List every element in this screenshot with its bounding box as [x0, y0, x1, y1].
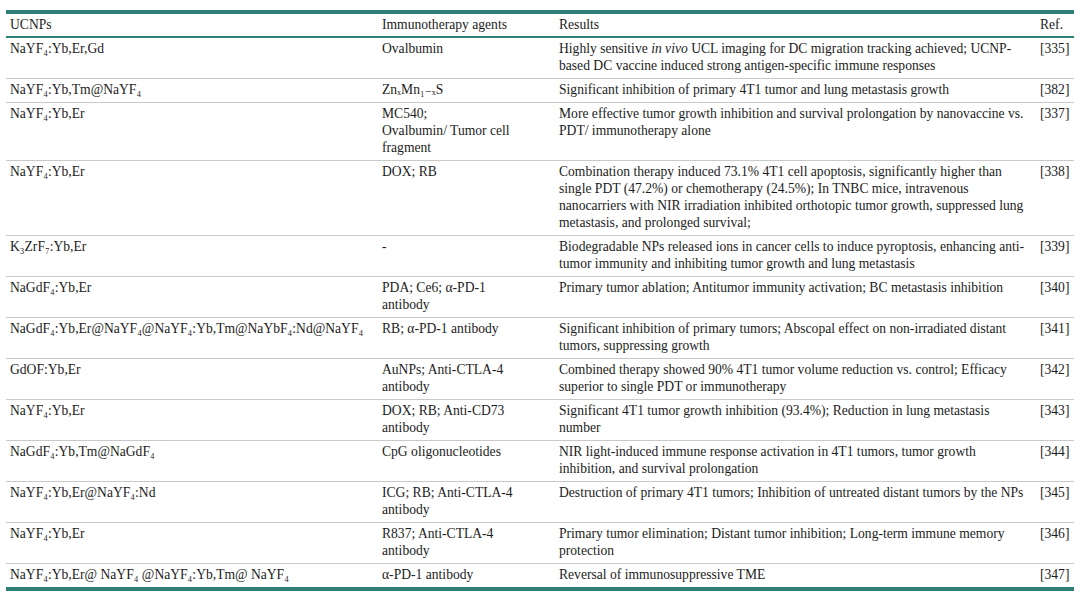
table-row: NaYF₄:Yb,Er R837; Anti-CTLA-4 antibody P…: [6, 523, 1074, 564]
ref-cell: [347]: [1038, 564, 1074, 590]
ref-cell: [344]: [1038, 441, 1074, 482]
results-cell: Primary tumor ablation; Antitumor immuni…: [555, 277, 1038, 318]
ucnp-cell: NaGdF₄:Yb,Er: [6, 277, 378, 318]
table-row: NaYF₄:Yb,Tm@NaYF₄ ZnₓMn₁₋ₓS Significant …: [6, 79, 1074, 103]
ucnp-cell: K₃ZrF₇:Yb,Er: [6, 236, 378, 277]
results-cell: Biodegradable NPs released ions in cance…: [555, 236, 1038, 277]
ref-cell: [335]: [1038, 37, 1074, 79]
agents-cell: ICG; RB; Anti-CTLA-4 antibody: [378, 482, 555, 523]
ucnp-cell: NaYF₄:Yb,Er: [6, 161, 378, 236]
agents-cell: RB; α-PD-1 antibody: [378, 318, 555, 359]
col-header-ref: Ref.: [1038, 12, 1074, 37]
table-row: K₃ZrF₇:Yb,Er - Biodegradable NPs release…: [6, 236, 1074, 277]
results-cell: NIR light-induced immune response activa…: [555, 441, 1038, 482]
results-cell: Combination therapy induced 73.1% 4T1 ce…: [555, 161, 1038, 236]
ucnp-cell: NaYF₄:Yb,Tm@NaYF₄: [6, 79, 378, 103]
table-row: GdOF:Yb,Er AuNPs; Anti-CTLA-4 antibody C…: [6, 359, 1074, 400]
ref-cell: [342]: [1038, 359, 1074, 400]
agents-cell: DOX; RB: [378, 161, 555, 236]
table-row: NaYF₄:Yb,Er,Gd Ovalbumin Highly sensitiv…: [6, 37, 1074, 79]
ref-cell: [345]: [1038, 482, 1074, 523]
table-row: NaGdF₄:Yb,Er PDA; Ce6; α-PD-1 antibody P…: [6, 277, 1074, 318]
results-cell: Combined therapy showed 90% 4T1 tumor vo…: [555, 359, 1038, 400]
ucnp-cell: NaYF₄:Yb,Er: [6, 103, 378, 161]
agents-cell: ZnₓMn₁₋ₓS: [378, 79, 555, 103]
ucnp-immunotherapy-table: UCNPs Immunotherapy agents Results Ref. …: [6, 10, 1074, 591]
table-row: NaGdF₄:Yb,Er@NaYF₄@NaYF₄:Yb,Tm@NaYbF₄:Nd…: [6, 318, 1074, 359]
table-row: NaYF₄:Yb,Er@NaYF₄:Nd ICG; RB; Anti-CTLA-…: [6, 482, 1074, 523]
results-cell: Significant inhibition of primary tumors…: [555, 318, 1038, 359]
table-row: NaYF₄:Yb,Er@ NaYF₄ @NaYF₄:Yb,Tm@ NaYF₄ α…: [6, 564, 1074, 590]
table-row: NaYF₄:Yb,Er MC540; Ovalbumin/ Tumor cell…: [6, 103, 1074, 161]
results-cell: More effective tumor growth inhibition a…: [555, 103, 1038, 161]
agents-cell: MC540; Ovalbumin/ Tumor cell fragment: [378, 103, 555, 161]
results-cell: Significant inhibition of primary 4T1 tu…: [555, 79, 1038, 103]
agents-cell: AuNPs; Anti-CTLA-4 antibody: [378, 359, 555, 400]
table-row: NaGdF₄:Yb,Tm@NaGdF₄ CpG oligonucleotides…: [6, 441, 1074, 482]
ref-cell: [382]: [1038, 79, 1074, 103]
agents-cell: α-PD-1 antibody: [378, 564, 555, 590]
ucnp-cell: NaYF₄:Yb,Er@NaYF₄:Nd: [6, 482, 378, 523]
agents-cell: PDA; Ce6; α-PD-1 antibody: [378, 277, 555, 318]
agents-cell: -: [378, 236, 555, 277]
ucnp-cell: GdOF:Yb,Er: [6, 359, 378, 400]
col-header-results: Results: [555, 12, 1038, 37]
ucnp-cell: NaGdF₄:Yb,Tm@NaGdF₄: [6, 441, 378, 482]
header-row: UCNPs Immunotherapy agents Results Ref.: [6, 12, 1074, 37]
ucnp-cell: NaYF₄:Yb,Er,Gd: [6, 37, 378, 79]
ucnp-cell: NaYF₄:Yb,Er: [6, 400, 378, 441]
results-cell: Destruction of primary 4T1 tumors; Inhib…: [555, 482, 1038, 523]
ref-cell: [343]: [1038, 400, 1074, 441]
ref-cell: [339]: [1038, 236, 1074, 277]
results-cell: Significant 4T1 tumor growth inhibition …: [555, 400, 1038, 441]
agents-cell: R837; Anti-CTLA-4 antibody: [378, 523, 555, 564]
table-header: UCNPs Immunotherapy agents Results Ref.: [6, 12, 1074, 37]
paper-table-page: UCNPs Immunotherapy agents Results Ref. …: [0, 0, 1080, 594]
agents-cell: DOX; RB; Anti-CD73 antibody: [378, 400, 555, 441]
results-cell: Highly sensitive in vivo UCL imaging for…: [555, 37, 1038, 79]
ref-cell: [338]: [1038, 161, 1074, 236]
ucnp-cell: NaYF₄:Yb,Er@ NaYF₄ @NaYF₄:Yb,Tm@ NaYF₄: [6, 564, 378, 590]
results-cell: Primary tumor elimination; Distant tumor…: [555, 523, 1038, 564]
table-body: NaYF₄:Yb,Er,Gd Ovalbumin Highly sensitiv…: [6, 37, 1074, 589]
table-row: NaYF₄:Yb,Er DOX; RB; Anti-CD73 antibody …: [6, 400, 1074, 441]
col-header-immunotherapy-agents: Immunotherapy agents: [378, 12, 555, 37]
agents-cell: CpG oligonucleotides: [378, 441, 555, 482]
ref-cell: [340]: [1038, 277, 1074, 318]
ref-cell: [341]: [1038, 318, 1074, 359]
ref-cell: [346]: [1038, 523, 1074, 564]
ucnp-cell: NaYF₄:Yb,Er: [6, 523, 378, 564]
results-cell: Reversal of immunosuppressive TME: [555, 564, 1038, 590]
col-header-ucnps: UCNPs: [6, 12, 378, 37]
ref-cell: [337]: [1038, 103, 1074, 161]
ucnp-cell: NaGdF₄:Yb,Er@NaYF₄@NaYF₄:Yb,Tm@NaYbF₄:Nd…: [6, 318, 378, 359]
table-row: NaYF₄:Yb,Er DOX; RB Combination therapy …: [6, 161, 1074, 236]
agents-cell: Ovalbumin: [378, 37, 555, 79]
